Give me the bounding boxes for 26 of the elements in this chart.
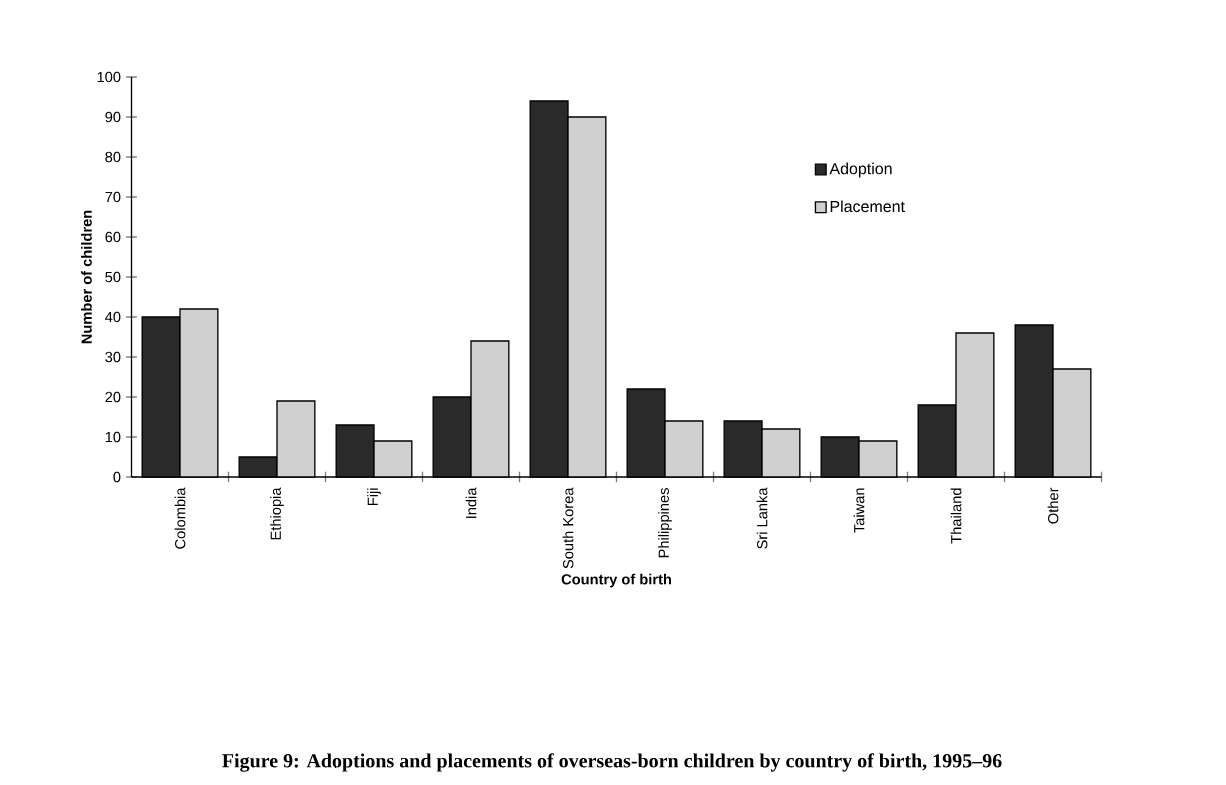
y-axis-title: Number of children xyxy=(81,210,92,344)
legend-label: Adoption xyxy=(829,162,892,178)
x-tick-label: Thailand xyxy=(950,488,962,544)
x-tick-label: Philippines xyxy=(658,488,672,558)
x-tick-label: Ethiopia xyxy=(270,487,284,540)
y-tick-label: 0 xyxy=(113,471,121,483)
y-tick-label: 40 xyxy=(105,311,121,323)
y-tick-label: 30 xyxy=(105,351,121,363)
x-tick-label: Colombia xyxy=(174,487,186,549)
y-tick-label: 100 xyxy=(97,71,121,83)
x-tick-label: Sri Lanka xyxy=(756,487,768,549)
y-tick-label: 60 xyxy=(105,231,121,243)
y-tick-label: 10 xyxy=(105,431,121,443)
x-tick-label: Taiwan xyxy=(853,488,865,533)
caption: Figure 9: Adoptions and placements of overseas-born children by country of birth, 1995–96 xyxy=(222,753,1002,772)
legend-label: Placement xyxy=(830,200,905,213)
y-tick-label: 50 xyxy=(105,271,121,283)
x-tick-label: Fiji xyxy=(367,488,381,506)
x-tick-label: South Korea xyxy=(562,487,574,569)
y-tick-label: 90 xyxy=(105,111,121,123)
x-axis-title: Country of birth xyxy=(561,573,671,588)
x-tick-label: Other xyxy=(1047,487,1059,524)
y-tick-label: 20 xyxy=(105,391,121,403)
x-tick-label: India xyxy=(465,487,477,518)
y-tick-label: 80 xyxy=(105,151,121,163)
y-tick-label: 70 xyxy=(105,191,121,203)
